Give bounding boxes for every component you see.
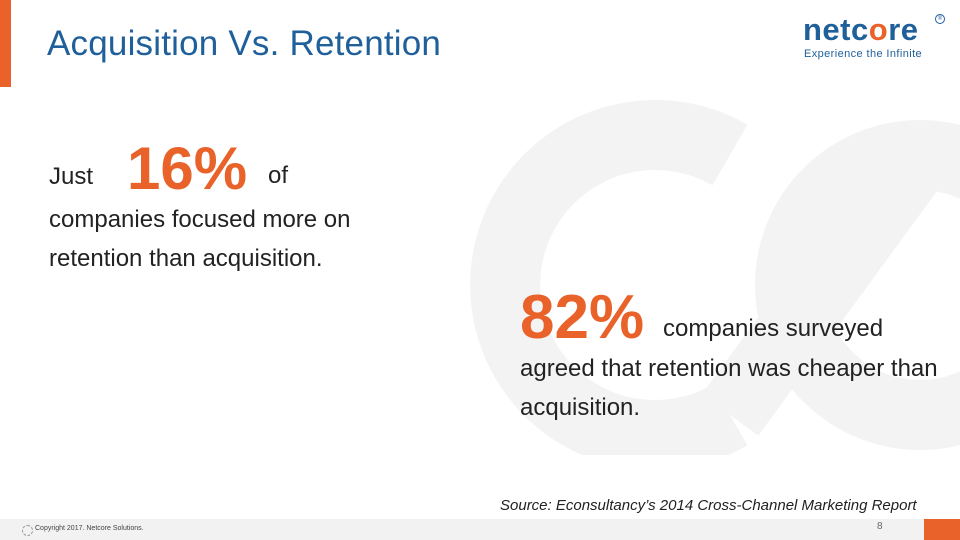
accent-bar: [0, 0, 11, 87]
registered-mark-icon: ®: [935, 14, 945, 24]
stat2-value: 82%: [520, 283, 645, 352]
footer-bar: Copyright 2017. Netcore Solutions. 8: [0, 519, 960, 540]
footer-logo-icon: [22, 525, 33, 536]
stat1-prefix: Just: [49, 163, 94, 190]
logo-tagline: Experience the Infinite: [804, 48, 923, 60]
watermark-logo-icon: [470, 100, 960, 455]
page-title: Acquisition Vs. Retention: [47, 24, 442, 63]
netcore-logo: netcore ® Experience the Infinite: [803, 12, 945, 64]
stat1-suffix: of: [268, 162, 289, 189]
stat2-description: agreed that retention was cheaper than a…: [520, 355, 938, 421]
source-citation: Source: Econsultancy’s 2014 Cross-Channe…: [500, 497, 917, 514]
copyright-text: Copyright 2017. Netcore Solutions.: [35, 525, 144, 532]
stat1-value: 16%: [127, 135, 248, 202]
page-number: 8: [877, 521, 883, 532]
logo-wordmark: netcore: [803, 12, 919, 47]
stat1-description: companies focused more on retention than…: [49, 206, 351, 272]
stat-block-16: Just 16% of companies focused more on re…: [49, 134, 449, 272]
stat2-suffix: companies surveyed: [663, 315, 884, 342]
footer-corner-accent: [924, 519, 960, 540]
